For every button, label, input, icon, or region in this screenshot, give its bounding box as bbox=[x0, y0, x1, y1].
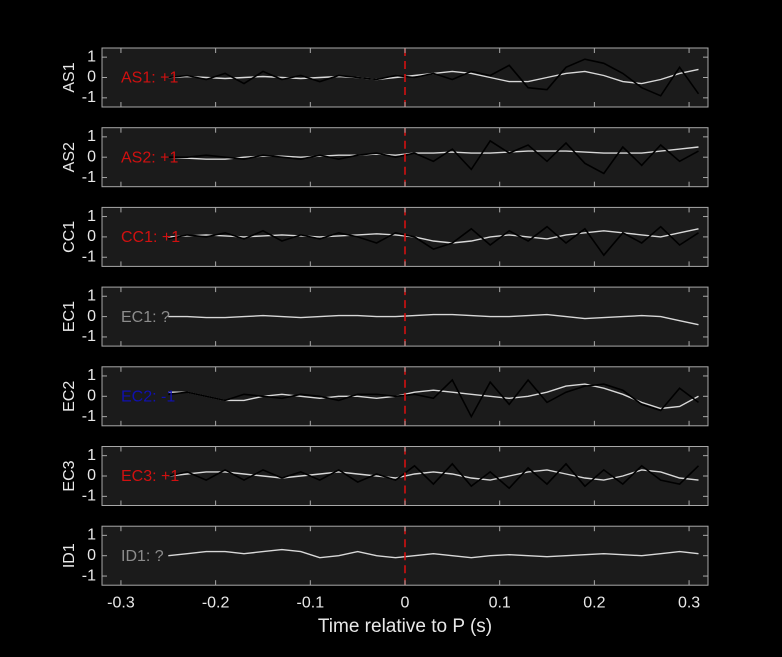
y-tick-label: 1 bbox=[87, 128, 96, 145]
waveform bbox=[168, 548, 699, 559]
station-annotation: EC2: -1 bbox=[121, 389, 175, 406]
x-tick-label: 0.1 bbox=[489, 594, 511, 611]
y-tick-label: 0 bbox=[87, 547, 96, 564]
y-tick-label: -1 bbox=[82, 89, 96, 106]
x-tick-label: 0 bbox=[401, 594, 410, 611]
y-axis-label: AS2 bbox=[61, 142, 78, 172]
x-tick-label: -0.2 bbox=[202, 594, 230, 611]
waveform bbox=[168, 462, 700, 490]
y-tick-label: 0 bbox=[87, 308, 96, 325]
x-tick-label: -0.1 bbox=[297, 594, 325, 611]
station-annotation: CC1: +1 bbox=[121, 229, 180, 246]
waveform bbox=[168, 225, 699, 257]
station-annotation: AS1: +1 bbox=[121, 70, 178, 87]
y-tick-label: -1 bbox=[82, 567, 96, 584]
x-axis-label: Time relative to P (s) bbox=[318, 616, 492, 637]
y-tick-label: 0 bbox=[87, 148, 96, 165]
station-annotation: ID1: ? bbox=[121, 548, 164, 565]
waveform bbox=[168, 58, 700, 97]
x-tick-label: -0.3 bbox=[107, 594, 135, 611]
y-axis-label: ID1 bbox=[61, 543, 78, 568]
station-annotation: AS2: +1 bbox=[121, 149, 178, 166]
x-tick-label: 0.2 bbox=[583, 594, 605, 611]
y-tick-label: -1 bbox=[82, 328, 96, 345]
y-tick-label: -1 bbox=[82, 169, 96, 186]
y-axis-label: EC1 bbox=[61, 301, 78, 332]
y-tick-label: 1 bbox=[87, 48, 96, 65]
y-tick-label: 1 bbox=[87, 367, 96, 384]
y-tick-label: -1 bbox=[82, 248, 96, 265]
y-tick-label: 1 bbox=[87, 527, 96, 544]
y-axis-label: AS1 bbox=[61, 62, 78, 92]
y-tick-label: 1 bbox=[87, 287, 96, 304]
x-tick-label: 0.3 bbox=[678, 594, 700, 611]
waveform bbox=[168, 313, 699, 326]
y-axis-label: CC1 bbox=[61, 221, 78, 253]
y-tick-label: 1 bbox=[87, 208, 96, 225]
y-tick-label: 0 bbox=[87, 467, 96, 484]
waveform bbox=[168, 378, 699, 419]
waveform bbox=[168, 228, 699, 244]
y-tick-label: 0 bbox=[87, 388, 96, 405]
waveform bbox=[168, 383, 699, 410]
station-annotation: EC3: +1 bbox=[121, 468, 179, 485]
y-axis-label: EC3 bbox=[61, 460, 78, 491]
y-tick-label: 1 bbox=[87, 447, 96, 464]
y-tick-label: 0 bbox=[87, 69, 96, 86]
y-tick-label: -1 bbox=[82, 408, 96, 425]
y-tick-label: 0 bbox=[87, 228, 96, 245]
y-axis-label: EC2 bbox=[61, 381, 78, 412]
waveform bbox=[168, 469, 699, 481]
waveform bbox=[168, 139, 699, 175]
y-tick-label: -1 bbox=[82, 488, 96, 505]
station-annotation: EC1: ? bbox=[121, 309, 170, 326]
